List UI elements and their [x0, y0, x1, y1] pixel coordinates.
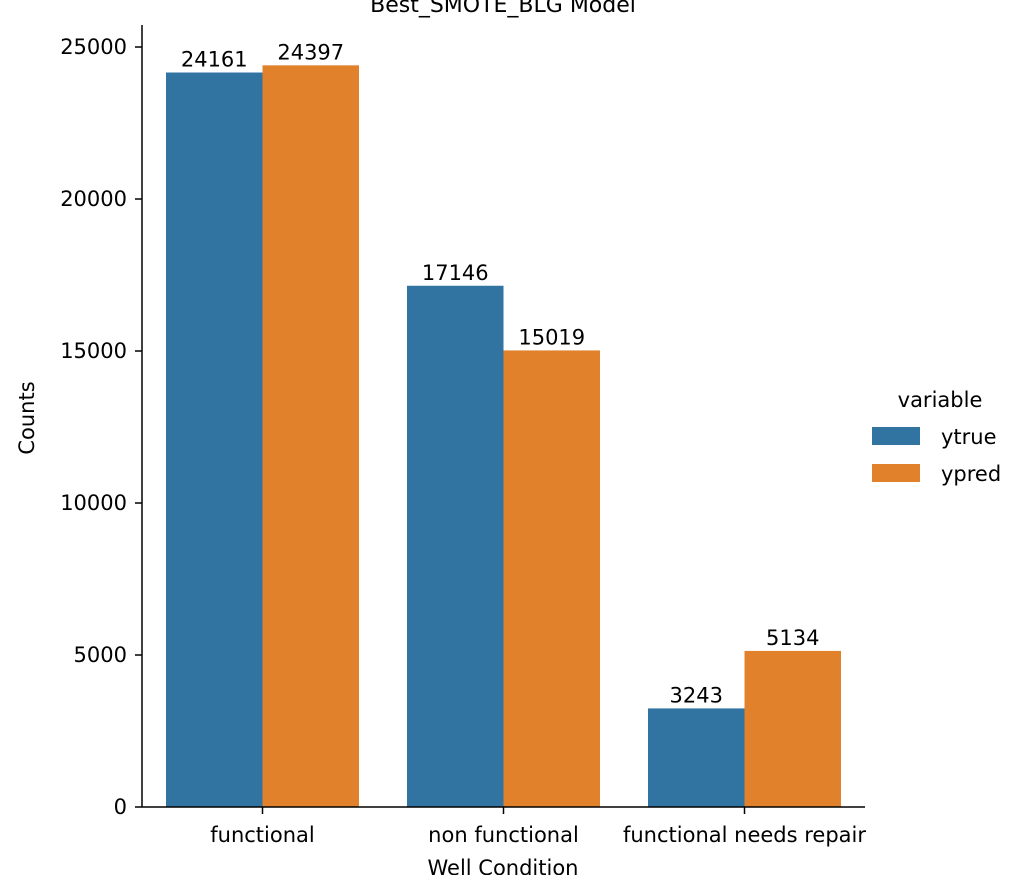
- bar-ypred-1: [503, 350, 600, 807]
- legend-label-ytrue: ytrue: [941, 425, 997, 449]
- x-axis-ticks: functional non functional functional needs…: [210, 807, 866, 847]
- legend: variable ytrue ypred: [872, 388, 1001, 486]
- bar-ypred-0: [262, 65, 359, 808]
- bar-ytrue-0: [166, 72, 263, 807]
- bar-ypred-2: [744, 650, 841, 807]
- y-tick-label: 20000: [60, 187, 127, 211]
- y-axis-ticks: 0 5000 10000 15000 20000 25000: [60, 35, 142, 819]
- x-tick-label: non functional: [428, 823, 579, 847]
- legend-swatch-ypred: [872, 464, 920, 482]
- y-tick-label: 25000: [60, 35, 127, 59]
- bar-ytrue-2: [648, 708, 745, 807]
- legend-swatch-ytrue: [872, 427, 920, 445]
- bars-group: [166, 65, 841, 808]
- x-tick-label: functional needs repair: [623, 823, 866, 847]
- y-axis-label: Counts: [15, 381, 39, 454]
- bar-label-ytrue-2: 3243: [670, 683, 723, 707]
- x-axis-label: Well Condition: [427, 856, 578, 875]
- y-tick-label: 5000: [74, 643, 127, 667]
- y-tick-label: 10000: [60, 491, 127, 515]
- y-tick-label: 0: [114, 795, 127, 819]
- x-tick-label: functional: [210, 823, 315, 847]
- bar-label-ytrue-1: 17146: [422, 261, 489, 285]
- bar-label-ytrue-0: 24161: [181, 48, 248, 72]
- chart-title: Best_SMOTE_BLG Model: [370, 0, 636, 18]
- legend-label-ypred: ypred: [941, 462, 1001, 486]
- bar-value-labels: 24161 24397 17146 15019 3243 5134: [181, 40, 820, 707]
- bar-ytrue-1: [407, 285, 504, 807]
- y-tick-label: 15000: [60, 339, 127, 363]
- bar-label-ypred-2: 5134: [766, 626, 819, 650]
- bar-label-ypred-1: 15019: [518, 325, 585, 349]
- legend-title: variable: [898, 388, 983, 412]
- bar-label-ypred-0: 24397: [277, 40, 344, 64]
